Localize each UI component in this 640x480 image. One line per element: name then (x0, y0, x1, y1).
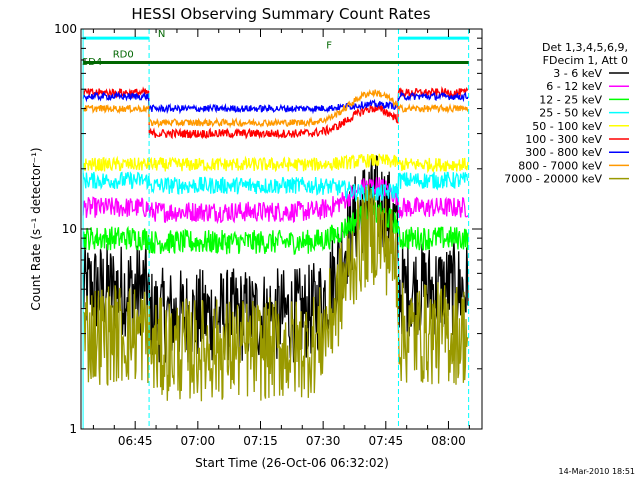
x-tick-label-3: 07:15 (243, 434, 278, 448)
x-tick-label-1: 06:45 (118, 434, 153, 448)
y-axis-label: Count Rate (s⁻¹ detector⁻¹) (29, 147, 43, 310)
x-tick-label-6: 08:00 (431, 434, 466, 448)
series-line-2 (82, 177, 469, 225)
legend-label-7: 300 - 800 keV (525, 146, 602, 159)
legend-label-2: 6 - 12 keV (546, 80, 602, 93)
axis-layer: 06:45 07:00 07:15 07:30 07:45 08:00 1 10 100 (54, 22, 482, 448)
chart-title: HESSI Observing Summary Count Rates (131, 5, 430, 23)
annotation-2: RD0 (113, 50, 134, 61)
series-line-5 (82, 153, 469, 174)
legend-label-6: 100 - 300 keV (525, 133, 602, 146)
legend-label-5: 50 - 100 keV (532, 120, 602, 133)
series-line-8 (82, 88, 469, 129)
x-axis-label: Start Time (26-Oct-06 06:32:02) (195, 456, 389, 470)
legend-header-line-2: FDecim 1, Att 0 (543, 54, 628, 67)
series-line-7 (82, 90, 469, 115)
annotation-3: N (158, 29, 165, 40)
series-layer (82, 85, 469, 402)
overlay-layer: SD4 RD0 N F (82, 29, 470, 429)
y-tick-label-3: 100 (54, 22, 77, 36)
legend-label-1: 3 - 6 keV (553, 67, 602, 80)
footer-stamp: 14-Mar-2010 18:51 (559, 467, 636, 476)
series-line-3 (82, 201, 469, 256)
x-tick-label-5: 07:45 (369, 434, 404, 448)
legend-header-line-1: Det 1,3,4,5,6,9, (542, 41, 628, 54)
legend: Det 1,3,4,5,6,9, FDecim 1, Att 0 3 - 6 k… (504, 41, 629, 186)
legend-label-8: 800 - 7000 keV (518, 159, 602, 172)
x-tick-label-2: 07:00 (181, 434, 216, 448)
legend-label-9: 7000 - 20000 keV (504, 173, 602, 186)
annotation-1: SD4 (82, 57, 102, 68)
y-tick-label-2: 10 (62, 222, 77, 236)
series-line-9 (83, 184, 469, 402)
series-line-6 (82, 85, 469, 140)
y-tick-label-1: 1 (69, 422, 77, 436)
legend-label-4: 25 - 50 keV (539, 107, 602, 120)
x-tick-label-4: 07:30 (306, 434, 341, 448)
annotation-4: F (326, 40, 332, 51)
legend-label-3: 12 - 25 keV (539, 93, 602, 106)
series-line-4 (82, 171, 469, 204)
